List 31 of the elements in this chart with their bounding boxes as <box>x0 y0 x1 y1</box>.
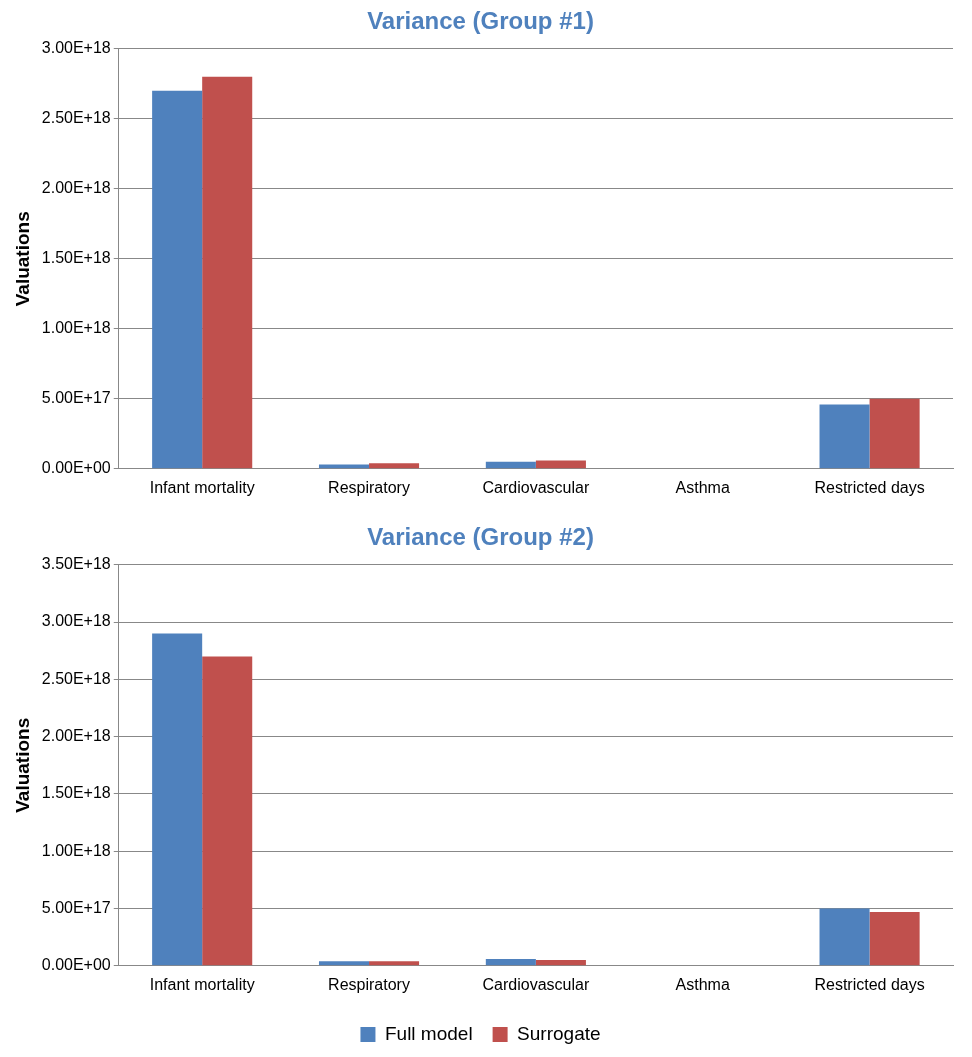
y-tick-label: 0.00E+00 <box>41 956 111 974</box>
legend-label: Full model <box>384 1022 473 1044</box>
x-tick-label: Cardiovascular <box>482 478 590 496</box>
y-tick-label: 2.50E+18 <box>41 669 111 687</box>
y-tick-label: 3.50E+18 <box>41 555 111 573</box>
y-tick-label: 1.50E+18 <box>41 249 111 267</box>
y-tick-label: 2.00E+18 <box>41 179 111 197</box>
x-tick-label: Cardiovascular <box>482 975 590 993</box>
y-tick-label: 3.00E+18 <box>41 39 111 57</box>
x-tick-label: Restricted days <box>814 975 925 993</box>
y-tick-label: 1.50E+18 <box>41 784 111 802</box>
legend-label: Surrogate <box>517 1022 601 1044</box>
y-tick-label: 1.00E+18 <box>41 319 111 337</box>
chart-title: Variance (Group #2) <box>367 523 594 551</box>
y-tick-label: 5.00E+17 <box>41 898 111 916</box>
x-tick-label: Respiratory <box>328 975 410 993</box>
y-tick-label: 0.00E+00 <box>41 459 111 477</box>
y-axis-title: Valuations <box>11 717 33 813</box>
y-tick-label: 5.00E+17 <box>41 389 111 407</box>
y-tick-label: 1.00E+18 <box>41 841 111 859</box>
x-tick-label: Asthma <box>675 975 730 993</box>
x-tick-label: Respiratory <box>328 478 410 496</box>
y-tick-label: 2.50E+18 <box>41 109 111 127</box>
x-tick-label: Asthma <box>675 478 730 496</box>
x-tick-label: Infant mortality <box>149 975 255 993</box>
y-tick-label: 2.00E+18 <box>41 727 111 745</box>
y-axis-title: Valuations <box>11 211 33 307</box>
y-tick-label: 3.00E+18 <box>41 612 111 630</box>
x-tick-label: Infant mortality <box>149 478 255 496</box>
x-tick-label: Restricted days <box>814 478 925 496</box>
chart-title: Variance (Group #1) <box>367 7 594 35</box>
